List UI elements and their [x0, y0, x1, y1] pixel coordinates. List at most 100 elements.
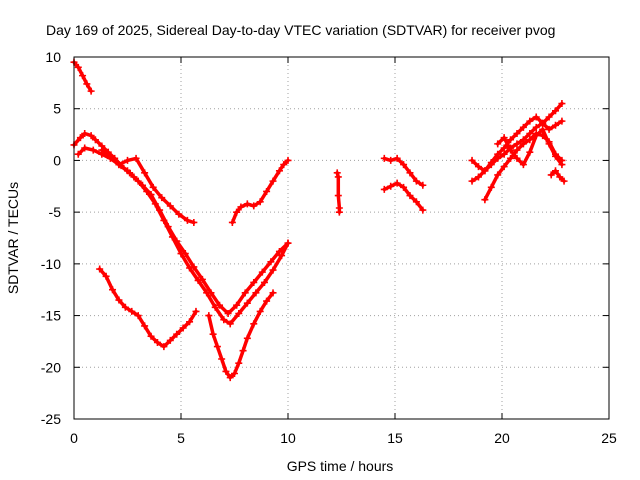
data-point: [158, 194, 166, 202]
data-point: [134, 312, 142, 320]
data-point: [474, 163, 482, 171]
data-point: [468, 156, 476, 164]
data-point: [168, 233, 176, 241]
data-point: [226, 320, 234, 328]
data-point: [526, 148, 534, 156]
data-point: [198, 275, 206, 283]
data-point: [513, 146, 521, 154]
data-point: [218, 355, 226, 363]
data-point: [539, 125, 547, 133]
data-point: [487, 183, 495, 191]
data-point: [151, 200, 159, 208]
y-tick-label: -25: [41, 411, 61, 427]
data-point: [141, 169, 149, 177]
data-point: [91, 136, 99, 144]
data-point: [474, 173, 482, 181]
data-point: [250, 320, 258, 328]
data-point: [190, 218, 198, 226]
data-point: [380, 185, 388, 193]
series-trace: [549, 169, 566, 183]
data-point: [269, 177, 277, 185]
data-point: [284, 156, 292, 164]
data-point: [252, 289, 260, 297]
data-point: [547, 171, 555, 179]
data-series-arc-o: [547, 167, 568, 185]
data-point: [494, 150, 502, 158]
data-point: [239, 347, 247, 355]
chart-title: Day 169 of 2025, Sidereal Day-to-day VTE…: [46, 22, 555, 38]
data-point: [243, 299, 251, 307]
data-point: [203, 289, 211, 297]
data-point: [220, 316, 228, 324]
data-point: [558, 100, 566, 108]
data-point: [507, 154, 515, 162]
data-point: [231, 369, 238, 377]
data-point: [194, 276, 202, 284]
data-point: [335, 208, 343, 216]
data-point: [226, 374, 234, 382]
data-point: [241, 289, 249, 297]
data-series-arc-e: [96, 265, 200, 351]
data-point: [560, 177, 568, 185]
data-point: [487, 158, 495, 166]
x-tick-label: 15: [387, 430, 403, 446]
data-point: [143, 187, 151, 195]
data-point: [134, 177, 142, 185]
data-point: [500, 150, 508, 158]
data-point: [183, 216, 191, 224]
data-point: [556, 173, 564, 181]
data-point: [333, 169, 341, 177]
data-point: [481, 196, 489, 204]
data-point: [126, 169, 134, 177]
data-point: [258, 268, 266, 276]
data-point: [532, 132, 540, 140]
data-point: [128, 307, 136, 315]
y-tick-label: 10: [45, 49, 61, 65]
data-point: [267, 258, 275, 266]
data-point: [269, 289, 277, 297]
data-point: [192, 307, 200, 315]
data-point: [545, 140, 553, 148]
data-point: [419, 181, 427, 189]
data-point: [160, 216, 168, 224]
y-tick-label: -20: [41, 359, 61, 375]
data-point: [141, 322, 149, 330]
data-point: [558, 161, 566, 169]
data-series-arc-j: [380, 179, 427, 214]
data-point: [147, 332, 155, 340]
data-point: [519, 140, 527, 148]
data-point: [552, 121, 559, 129]
data-point: [393, 154, 401, 162]
x-tick-label: 10: [280, 430, 296, 446]
data-point: [233, 301, 241, 309]
series-trace: [97, 267, 198, 349]
data-point: [393, 179, 401, 187]
data-point: [507, 146, 515, 154]
data-point: [121, 303, 129, 311]
y-tick-label: -5: [49, 204, 62, 220]
data-point: [115, 161, 123, 169]
data-point: [98, 146, 106, 154]
axis-ticks: 0 5 10 15 20 25 -25 -20 -15 -10 -5 0 5 10: [41, 49, 617, 446]
y-tick-label: 5: [53, 101, 61, 117]
data-point: [233, 208, 241, 216]
plot-frame: [73, 56, 610, 420]
data-point: [513, 154, 521, 162]
data-point: [74, 63, 82, 71]
data-point: [494, 140, 502, 148]
data-point: [160, 343, 168, 351]
data-point: [89, 146, 97, 154]
data-point: [532, 113, 540, 121]
data-point: [132, 154, 140, 162]
data-point: [74, 150, 82, 158]
data-point: [243, 200, 251, 208]
data-point: [526, 130, 534, 138]
data-point: [96, 265, 104, 273]
data-point: [224, 310, 232, 318]
data-point: [526, 117, 534, 125]
data-point: [513, 130, 521, 138]
data-point: [406, 192, 414, 200]
data-point: [250, 278, 258, 286]
data-point: [406, 169, 414, 177]
